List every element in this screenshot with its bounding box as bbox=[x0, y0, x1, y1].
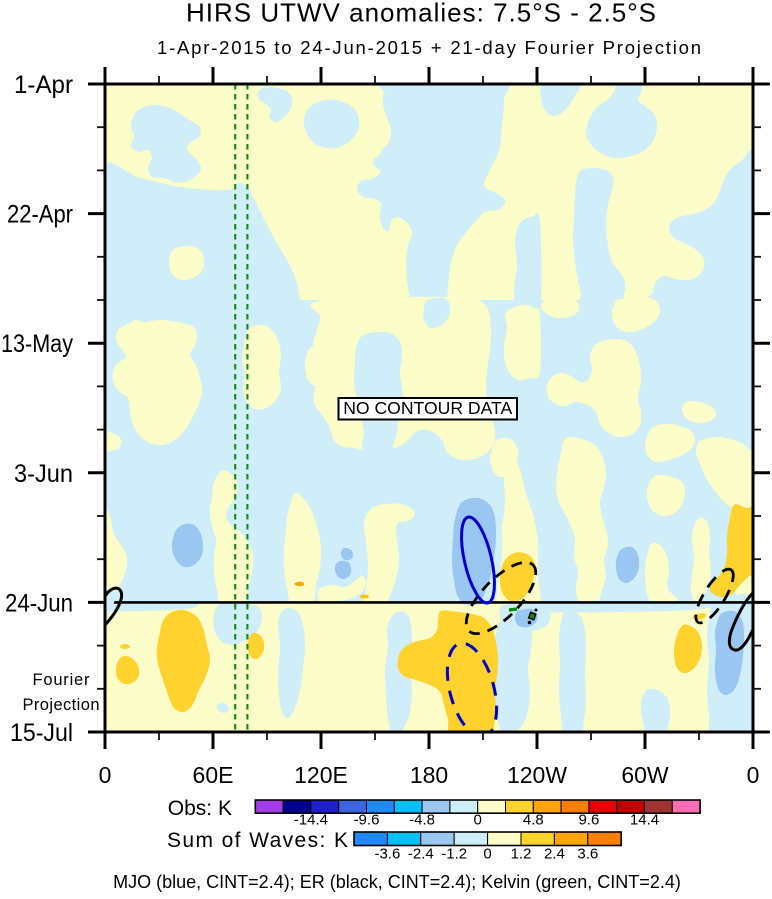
svg-text:Fourier: Fourier bbox=[33, 671, 91, 689]
svg-text:1.2: 1.2 bbox=[511, 846, 532, 863]
svg-text:4.8: 4.8 bbox=[523, 812, 544, 829]
svg-text:HIRS UTWV anomalies: 7.5°S - 2: HIRS UTWV anomalies: 7.5°S - 2.5°S bbox=[186, 0, 656, 28]
svg-text:0: 0 bbox=[474, 812, 482, 829]
svg-text:Sum of Waves: K: Sum of Waves: K bbox=[167, 829, 348, 852]
svg-text:-1.2: -1.2 bbox=[441, 846, 467, 863]
svg-text:-14.4: -14.4 bbox=[294, 812, 328, 829]
svg-text:MJO (blue, CINT=2.4); ER (blac: MJO (blue, CINT=2.4); ER (black, CINT=2.… bbox=[113, 872, 681, 892]
svg-text:15-Jul: 15-Jul bbox=[10, 719, 73, 747]
svg-text:180: 180 bbox=[410, 762, 448, 788]
svg-text:0: 0 bbox=[483, 846, 491, 863]
svg-text:22-Apr: 22-Apr bbox=[7, 201, 73, 229]
svg-text:-4.8: -4.8 bbox=[409, 812, 435, 829]
svg-text:14.4: 14.4 bbox=[630, 812, 659, 829]
svg-text:-2.4: -2.4 bbox=[408, 846, 434, 863]
svg-text:3-Jun: 3-Jun bbox=[14, 460, 73, 488]
svg-text:Projection: Projection bbox=[23, 696, 100, 714]
svg-text:NO CONTOUR DATA: NO CONTOUR DATA bbox=[343, 398, 512, 418]
svg-text:-3.6: -3.6 bbox=[374, 846, 400, 863]
svg-text:1-Apr: 1-Apr bbox=[14, 71, 73, 99]
svg-text:60W: 60W bbox=[621, 762, 669, 788]
svg-text:9.6: 9.6 bbox=[578, 812, 599, 829]
svg-text:-9.6: -9.6 bbox=[354, 812, 380, 829]
svg-text:120W: 120W bbox=[507, 762, 567, 788]
svg-text:0: 0 bbox=[99, 762, 112, 788]
svg-text:60E: 60E bbox=[193, 762, 234, 788]
svg-text:Obs: K: Obs: K bbox=[168, 797, 232, 820]
svg-text:24-Jun: 24-Jun bbox=[5, 589, 73, 617]
svg-text:2.4: 2.4 bbox=[544, 846, 565, 863]
svg-text:13-May: 13-May bbox=[1, 330, 73, 358]
svg-text:120E: 120E bbox=[294, 762, 348, 788]
svg-text:1-Apr-2015 to 24-Jun-2015 + 21: 1-Apr-2015 to 24-Jun-2015 + 21-day Fouri… bbox=[157, 37, 701, 58]
svg-text:0: 0 bbox=[747, 762, 760, 788]
svg-text:3.6: 3.6 bbox=[577, 846, 598, 863]
